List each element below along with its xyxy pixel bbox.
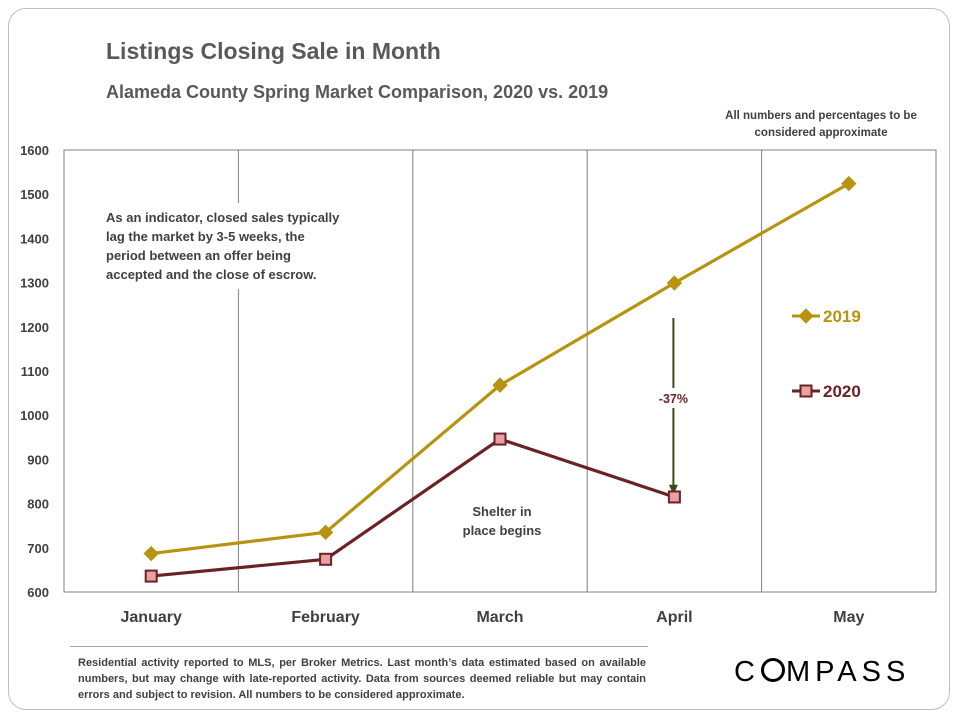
footer-disclaimer: Residential activity reported to MLS, pe… — [78, 657, 646, 701]
footer-divider — [70, 646, 648, 647]
indicator-note-line: lag the market by 3-5 weeks, the — [106, 229, 305, 244]
shelter-note-line: Shelter in — [472, 504, 531, 519]
indicator-note-line: period between an offer being — [106, 248, 291, 263]
logo-letter-c: C — [734, 656, 760, 688]
y-tick-label: 1000 — [20, 408, 49, 423]
y-tick-label: 1400 — [20, 231, 49, 246]
series-line-2020 — [151, 437, 675, 578]
logo-letters: MPASS — [785, 656, 911, 688]
point-2019 — [143, 545, 159, 562]
point-2019 — [317, 524, 334, 541]
point-2020 — [493, 432, 507, 446]
approx-note: All numbers and percentages to be consid… — [725, 110, 917, 139]
pct-change-label: -37% — [659, 392, 688, 406]
shelter-note-line: place begins — [463, 523, 542, 538]
legend-marker-2020 — [799, 384, 813, 398]
indicator-note-line: accepted and the close of escrow. — [106, 267, 316, 282]
pct-arrow-head — [668, 484, 678, 495]
chart-subtitle: Alameda County Spring Market Comparison,… — [106, 82, 609, 102]
x-category-label: February — [291, 609, 360, 626]
x-category-label: May — [833, 609, 864, 626]
y-tick-label: 1500 — [20, 187, 49, 202]
compass-logo: C MPASS — [734, 656, 910, 689]
pct-label-bg — [653, 388, 694, 408]
legend-marker-2019 — [798, 308, 814, 324]
y-tick-label: 700 — [27, 541, 49, 556]
y-tick-label: 1300 — [20, 276, 49, 291]
y-tick-label: 1200 — [20, 320, 49, 335]
legend-label-2019: 2019 — [823, 307, 861, 326]
legend-label-2020: 2020 — [823, 382, 861, 401]
x-category-label: January — [121, 609, 182, 626]
point-2020 — [667, 490, 681, 504]
point-2019 — [666, 275, 683, 291]
y-tick-label: 600 — [27, 585, 49, 600]
logo-circle-icon — [760, 658, 785, 682]
point-2020 — [144, 569, 158, 583]
indicator-note-box — [97, 203, 362, 289]
x-category-label: April — [656, 609, 692, 626]
x-category-label: March — [476, 609, 523, 626]
indicator-note-line: As an indicator, closed sales typically — [106, 210, 340, 225]
point-2020 — [319, 552, 333, 566]
y-tick-label: 1600 — [20, 143, 49, 158]
y-tick-label: 1100 — [21, 364, 49, 379]
chart-title: Listings Closing Sale in Month — [106, 38, 441, 64]
y-tick-label: 800 — [27, 497, 49, 512]
point-2019 — [492, 377, 508, 393]
y-tick-label: 900 — [27, 452, 49, 467]
point-2019 — [841, 175, 857, 192]
